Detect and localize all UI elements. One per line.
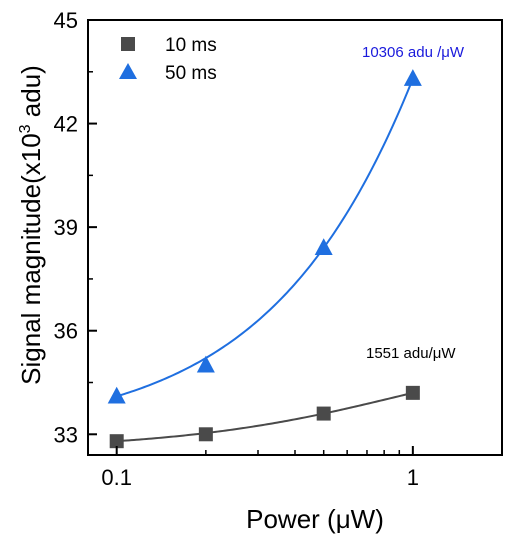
legend-label: 10 ms [165,35,217,56]
y-tick-label: 42 [54,112,78,137]
data-point-triangle [196,355,215,373]
x-axis-title: Power (μW) [246,504,384,534]
fit-curve-series-0 [116,391,414,443]
legend: 10 ms 50 ms [119,35,217,84]
plot-border [87,19,503,456]
data-point-triangle [403,69,422,86]
legend-label: 50 ms [165,63,217,84]
annotation-50ms-slope: 10306 adu /μW [362,44,465,61]
plot-frame [87,19,503,456]
x-tick-label: 1 [407,465,419,490]
fit-curves [116,78,414,443]
y-tick-label: 45 [54,8,78,33]
axis-ticks: 33 36 39 42 45 0.1 1 [54,8,503,490]
x-tick-label: 0.1 [101,465,132,490]
y-tick-label: 33 [54,422,78,447]
y-axis-title: Signal magnitude(x103 adu) [16,65,46,385]
data-point-triangle [314,238,333,256]
data-point-square [109,434,124,449]
annotation-10ms-slope: 1551 adu/μW [366,345,456,362]
y-tick-label: 39 [54,215,78,240]
legend-marker-square [121,37,135,51]
legend-marker-triangle [119,63,137,79]
data-point-triangle [107,386,126,404]
data-point-square [405,385,420,400]
fit-curve-series-1 [116,78,414,398]
data-markers [107,69,422,449]
data-point-square [198,427,213,442]
y-tick-label: 36 [54,319,78,344]
data-point-square [316,406,331,421]
